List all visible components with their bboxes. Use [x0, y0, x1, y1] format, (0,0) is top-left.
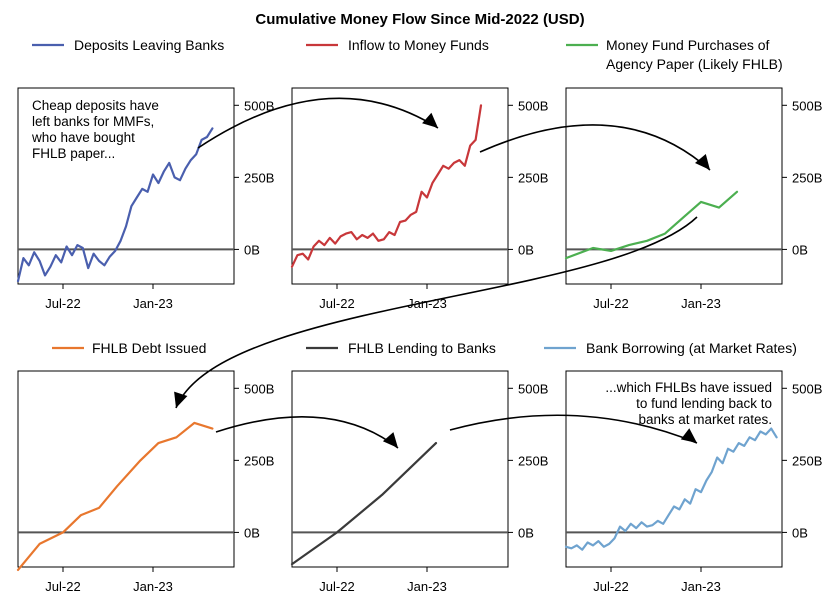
- annotation-text: Cheap deposits have: [32, 98, 159, 113]
- arrow-connector-5: [449, 414, 698, 444]
- plot-frame: [17, 370, 235, 568]
- y-tick-label: 250B: [244, 170, 274, 185]
- chart-panel-3: Money Fund Purchases of Agency Paper (Lik…: [564, 37, 822, 311]
- plot-frame: [17, 87, 235, 285]
- annotation-text: left banks for MMFs,: [32, 114, 154, 129]
- legend-label: Deposits Leaving Banks: [74, 37, 224, 53]
- y-tick-label: 0B: [518, 525, 534, 540]
- y-tick-label: 250B: [518, 170, 548, 185]
- annotation-text: FHLB paper...: [32, 146, 115, 161]
- y-tick-label: 500B: [792, 381, 822, 396]
- y-tick-label: 250B: [792, 453, 822, 468]
- y-tick-label: 500B: [244, 98, 274, 113]
- arrowhead-icon: [695, 154, 710, 170]
- x-tick-label: Jan-23: [133, 579, 173, 594]
- y-tick-label: 0B: [792, 242, 808, 257]
- chart-panel-5: FHLB Lending to Banks 500B 250B 0B Jul-22 Jan…: [290, 340, 548, 594]
- series-line: [564, 427, 778, 551]
- legend-label: Money Fund Purchases of: [606, 37, 770, 53]
- y-tick-label: 500B: [792, 98, 822, 113]
- arrowhead-icon: [382, 432, 398, 448]
- x-tick-label: Jul-22: [45, 296, 80, 311]
- y-tick-label: 0B: [792, 525, 808, 540]
- arrowhead-icon: [422, 112, 438, 128]
- y-tick-label: 0B: [244, 242, 260, 257]
- arrow-connector-3: [175, 216, 698, 409]
- arrowhead-icon: [680, 428, 697, 443]
- plot-frame: [565, 87, 783, 285]
- legend-label: Bank Borrowing (at Market Rates): [586, 340, 797, 356]
- legend-label: FHLB Lending to Banks: [348, 340, 496, 356]
- annotation-text: to fund lending back to: [636, 396, 772, 411]
- x-tick-label: Jul-22: [319, 296, 354, 311]
- x-tick-label: Jul-22: [45, 579, 80, 594]
- x-tick-label: Jan-23: [133, 296, 173, 311]
- legend-label: Agency Paper (Likely FHLB): [606, 56, 783, 72]
- legend-label: FHLB Debt Issued: [92, 340, 206, 356]
- y-tick-label: 500B: [244, 381, 274, 396]
- x-tick-label: Jan-23: [681, 579, 721, 594]
- plot-frame: [565, 370, 783, 568]
- y-tick-label: 0B: [518, 242, 534, 257]
- x-tick-label: Jan-23: [681, 296, 721, 311]
- series-line: [290, 104, 483, 268]
- y-tick-label: 250B: [792, 170, 822, 185]
- chart-panel-1: Deposits Leaving Banks 500B 250B 0B Jul-22 Ja…: [16, 37, 274, 311]
- plot-frame: [291, 370, 509, 568]
- annotation-text: who have bought: [31, 130, 135, 145]
- y-tick-label: 500B: [518, 98, 548, 113]
- x-tick-label: Jul-22: [319, 579, 354, 594]
- y-tick-label: 250B: [518, 453, 548, 468]
- x-tick-label: Jul-22: [593, 296, 628, 311]
- legend-label: Inflow to Money Funds: [348, 37, 489, 53]
- chart-panel-4: FHLB Debt Issued 500B 250B 0B Jul-22 Jan-23: [16, 340, 274, 594]
- x-tick-label: Jan-23: [407, 579, 447, 594]
- y-tick-label: 500B: [518, 381, 548, 396]
- figure-title: Cumulative Money Flow Since Mid-2022 (US…: [255, 11, 584, 28]
- arrow-connector-4: [215, 416, 399, 449]
- y-tick-label: 0B: [244, 525, 260, 540]
- series-line: [16, 421, 214, 571]
- arrowhead-icon: [174, 391, 188, 408]
- arrow-connector-2: [479, 124, 711, 171]
- chart-panel-6: Bank Borrowing (at Market Rates) 500B 250B…: [544, 340, 822, 594]
- series-line: [290, 442, 438, 566]
- plot-frame: [291, 87, 509, 285]
- x-tick-label: Jul-22: [593, 579, 628, 594]
- arrow-connector-1: [197, 97, 439, 149]
- y-tick-label: 250B: [244, 453, 274, 468]
- flow-arrows: [174, 97, 711, 449]
- annotation-text: banks at market rates.: [638, 412, 772, 427]
- annotation-text: ...which FHLBs have issued: [605, 380, 772, 395]
- series-line: [564, 190, 739, 260]
